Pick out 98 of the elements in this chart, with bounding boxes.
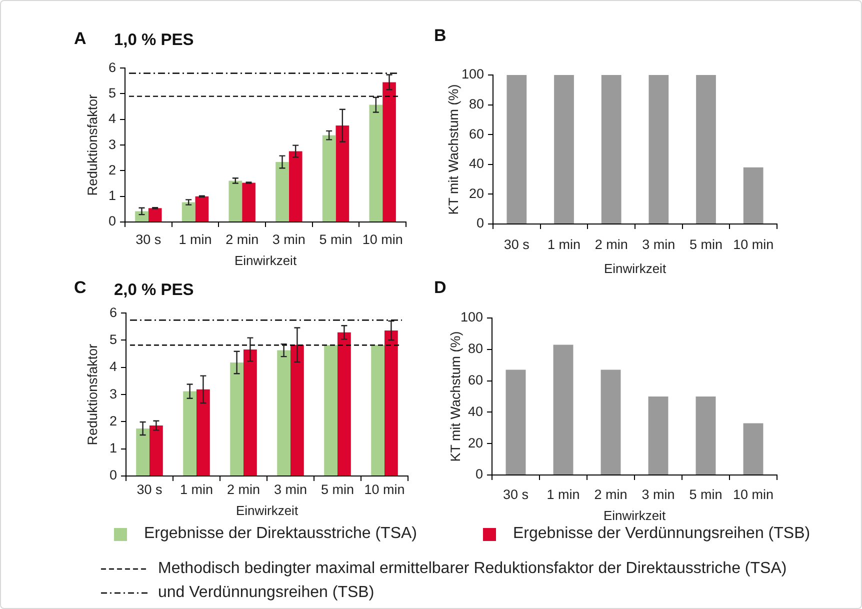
x-tick-label: 3 min [272,232,306,247]
bar [136,428,150,476]
bar [382,82,396,222]
y-tick-label: 5 [108,85,116,100]
x-tick-label: 2 min [226,482,260,497]
y-tick-label: 20 [468,435,483,450]
y-tick-label: 100 [461,66,484,82]
y-tick-label: 0 [108,214,116,229]
x-tick-label: 10 min [364,482,405,497]
y-tick-label: 0 [475,466,483,482]
legend-label: Methodisch bedingter maximal ermittelbarer Reduktionsfaktor der Direktausstriche (TSA) [158,560,787,578]
bar [324,345,338,476]
y-axis-title: Reduktionsfaktor [84,94,100,196]
x-tick-label: 30 s [136,232,162,247]
bar [506,370,526,474]
x-tick-label: 2 min [594,486,628,502]
bar [371,345,384,476]
x-axis-title: Einwirkzeit [604,260,666,276]
y-tick-label: 5 [109,332,117,347]
y-tick-label: 3 [109,386,117,402]
x-tick-label: 5 min [320,482,354,497]
x-tick-label: 10 min [362,232,403,247]
y-tick-label: 60 [468,126,484,142]
y-tick-label: 3 [108,136,116,152]
y-tick-label: 40 [468,156,484,172]
bar [195,196,209,222]
y-tick-label: 1 [109,440,117,456]
legend-label: Ergebnisse der Direktausstriche (TSA) [144,525,417,543]
bar [336,126,350,222]
y-tick-label: 0 [109,468,117,483]
y-tick-label: 0 [476,216,484,231]
x-tick-label: 1 min [546,486,580,502]
y-axis-title: KT mit Wachstum (%) [448,331,463,462]
x-tick-label: 30 s [136,482,162,497]
y-tick-label: 4 [108,111,116,126]
y-tick-label: 4 [109,359,118,374]
bar [369,104,383,222]
bar [148,208,162,222]
y-axis-title: Reduktionsfaktor [84,343,100,446]
bar [277,350,290,476]
bar [553,344,574,474]
y-tick-label: 2 [109,413,117,428]
x-axis-title: Einwirkzeit [236,502,298,518]
x-tick-label: 1 min [178,232,212,247]
bar [244,349,257,476]
legend-label: und Verdünnungsreihen (TSB) [158,584,374,602]
bar [183,391,196,476]
bar [648,396,668,474]
x-tick-label: 1 min [547,236,581,252]
chart-title: 2,0 % PES [114,281,194,299]
x-tick-label: 30 s [504,236,530,252]
y-tick-label: 20 [468,186,484,201]
x-tick-label: 3 min [274,482,308,497]
legend-label: Ergebnisse der Verdünnungsreihen (TSB) [513,525,810,543]
text: C [74,278,86,297]
y-tick-label: 1 [108,188,116,204]
y-axis-title: KT mit Wachstum (%) [446,84,461,215]
y-tick-label: 2 [108,162,116,178]
x-tick-label: 3 min [642,236,676,252]
x-axis-title: Einwirkzeit [234,252,297,268]
text: D [434,278,446,297]
x-tick-label: 2 min [226,232,259,247]
y-tick-label: 80 [468,96,484,112]
bar [228,180,242,222]
bar [196,389,210,476]
bar [150,426,163,476]
x-tick-label: 10 min [733,236,774,252]
x-tick-label: 1 min [180,482,214,497]
x-tick-label: 30 s [502,486,529,502]
bar [288,151,302,222]
bar [338,332,351,476]
text: A [74,29,86,48]
x-tick-label: 5 min [689,486,722,502]
bar [182,202,196,222]
chart-title: 1,0 % PES [114,31,194,49]
x-tick-label: 5 min [319,232,352,247]
bar [384,330,398,476]
y-tick-label: 40 [468,404,483,419]
x-axis-title: Einwirkzeit [603,508,666,523]
y-tick-label: 6 [108,60,116,75]
bar [135,211,148,222]
y-tick-label: 80 [468,341,483,356]
bar [743,423,764,474]
text: B [434,26,446,45]
y-tick-label: 100 [460,310,483,325]
x-tick-label: 5 min [689,236,723,252]
bar [322,135,336,222]
bar [696,396,716,474]
x-tick-label: 3 min [642,486,675,502]
x-tick-label: 2 min [594,236,628,252]
y-tick-label: 6 [109,304,117,320]
bar [290,344,304,476]
y-tick-label: 60 [468,372,483,388]
bar [242,182,256,222]
bar [600,370,621,474]
x-tick-label: 10 min [732,486,774,502]
bar [230,362,244,476]
bar [276,162,289,222]
